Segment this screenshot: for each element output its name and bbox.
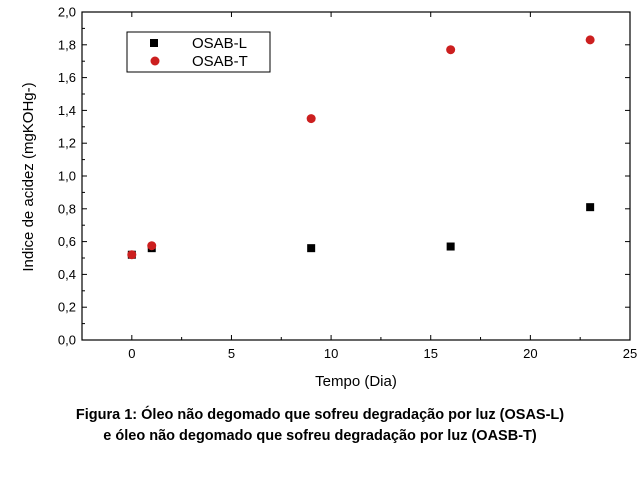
legend-box	[126, 31, 271, 73]
y-tick-label: 0,8	[58, 201, 76, 216]
caption-line-2: e óleo não degomado que sofreu degradaçã…	[103, 428, 537, 444]
data-point-osab-t	[446, 45, 456, 55]
data-point-osab-l	[307, 244, 316, 253]
x-tick-label: 20	[523, 346, 537, 361]
data-point-osab-t	[306, 114, 316, 124]
tick-labels: 0,0 0,2 0,4 0,6 0,8 1,0 1,2 1,4 1,6 1,8 2,0 0 5 10 15 2…	[58, 5, 637, 362]
y-tick-label: 1,6	[58, 70, 76, 85]
data-point-osab-t	[147, 241, 157, 251]
data-point-osab-t	[127, 250, 137, 260]
legend-label-osab-t: OSAB-T	[192, 53, 248, 70]
y-tick-label: 2,0	[58, 5, 76, 20]
x-tick-label: 15	[423, 346, 437, 361]
x-tick-label: 25	[623, 346, 637, 361]
x-axis-title: Tempo (Dia)	[315, 373, 397, 390]
data-point-osab-l	[446, 242, 455, 251]
y-tick-label: 0,6	[58, 234, 76, 249]
x-tick-label: 5	[228, 346, 235, 361]
y-axis-title: Indice de acidez (mgKOHg-)	[20, 82, 37, 271]
data-points	[127, 35, 595, 260]
data-point-osab-t	[585, 35, 595, 45]
legend-marker-osab-t	[150, 56, 160, 66]
y-tick-label: 1,8	[58, 37, 76, 52]
figure-caption: Figura 1: Óleo não degomado que sofreu d…	[0, 405, 640, 447]
x-tick-label: 10	[324, 346, 338, 361]
legend-label-osab-l: OSAB-L	[192, 35, 247, 52]
legend-marker-osab-l	[150, 39, 158, 47]
y-tick-label: 0,0	[58, 333, 76, 348]
data-point-osab-l	[586, 203, 595, 212]
y-tick-label: 0,2	[58, 300, 76, 315]
legend: OSAB-L OSAB-T	[126, 31, 271, 73]
scatter-chart: 0,0 0,2 0,4 0,6 0,8 1,0 1,2 1,4 1,6 1,8 2,0 0 5 10 15 2…	[20, 5, 637, 391]
y-tick-label: 0,4	[58, 267, 76, 282]
axes	[81, 11, 631, 341]
y-tick-label: 1,2	[58, 136, 76, 151]
caption-line-1: Figura 1: Óleo não degomado que sofreu d…	[75, 407, 565, 423]
y-tick-label: 1,0	[58, 169, 76, 184]
y-tick-label: 1,4	[58, 103, 76, 118]
x-tick-label: 0	[128, 346, 135, 361]
